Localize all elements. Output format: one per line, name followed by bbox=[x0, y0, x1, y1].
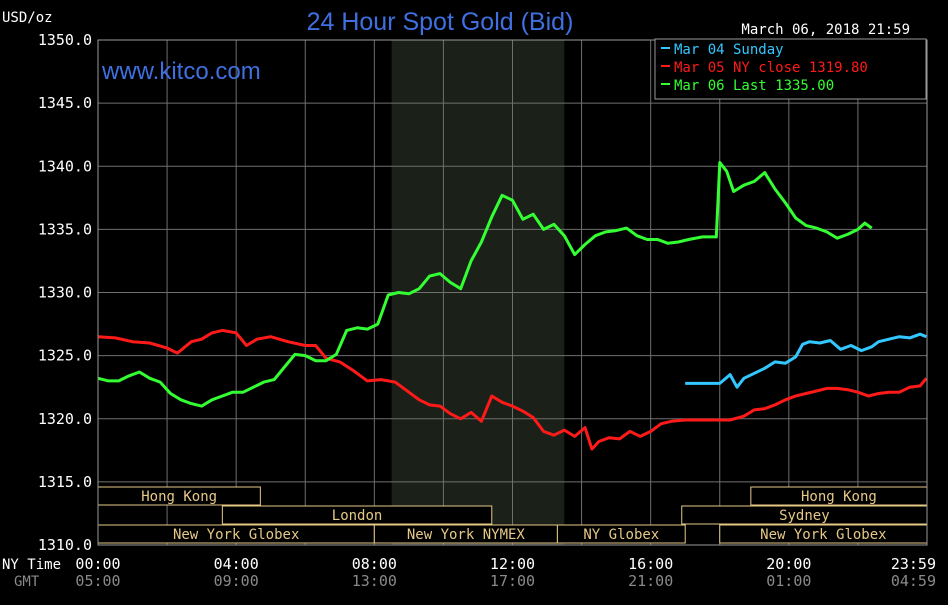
legend-item-sunday: Mar 04 Sunday bbox=[674, 42, 784, 58]
y-tick-label: 1320.0 bbox=[38, 410, 92, 428]
x-tick-label-ny: 23:59 bbox=[891, 555, 936, 573]
x-tick-label-gmt: 01:00 bbox=[766, 572, 811, 590]
series-mar05-line bbox=[97, 328, 928, 451]
series-sunday-line bbox=[685, 332, 927, 389]
x-tick-label-ny: 00:00 bbox=[75, 555, 120, 573]
x-tick-label-ny: 12:00 bbox=[490, 555, 535, 573]
session-label: New York Globex bbox=[760, 527, 886, 543]
x-tick-label-gmt: 21:00 bbox=[628, 572, 673, 590]
session-label: New York Globex bbox=[173, 527, 299, 543]
x-tick-label-gmt: 13:00 bbox=[352, 572, 397, 590]
y-axis-label: USD/oz bbox=[2, 10, 53, 26]
series-layer bbox=[97, 161, 928, 451]
y-tick-label: 1325.0 bbox=[38, 347, 92, 365]
y-tick-label: 1330.0 bbox=[38, 284, 92, 302]
y-tick-label: 1315.0 bbox=[38, 473, 92, 491]
session-label: New York NYMEX bbox=[407, 527, 526, 543]
y-tick-label: 1350.0 bbox=[38, 31, 92, 49]
session-bar bbox=[221, 505, 493, 525]
legend-item-mar05: Mar 05 NY close 1319.80 bbox=[674, 60, 868, 76]
session-label: Hong Kong bbox=[141, 489, 217, 505]
timestamp: March 06, 2018 21:59 bbox=[741, 22, 910, 38]
x-tick-label-ny: 16:00 bbox=[628, 555, 673, 573]
plot-frame bbox=[97, 39, 928, 546]
legend: Mar 04 Sunday Mar 05 NY close 1319.80 Ma… bbox=[654, 38, 927, 100]
session-label: NY Globex bbox=[583, 527, 659, 543]
y-tick-label: 1345.0 bbox=[38, 94, 92, 112]
legend-item-mar06: Mar 06 Last 1335.00 bbox=[674, 78, 834, 94]
x-tick-label-ny: 20:00 bbox=[766, 555, 811, 573]
session-bars: Hong Kong London New York Globex New York N… bbox=[97, 486, 928, 544]
y-tick-label: 1310.0 bbox=[38, 536, 92, 554]
grid-lines bbox=[98, 39, 927, 546]
session-bar bbox=[556, 524, 686, 544]
x-tick-label-gmt: 09:00 bbox=[214, 572, 259, 590]
y-tick-labels: 1310.0 1315.0 1320.0 1325.0 1330.0 1335.0 1340… bbox=[38, 31, 92, 554]
y-tick-label: 1340.0 bbox=[38, 157, 92, 175]
series-mar06-line bbox=[97, 161, 873, 408]
x-tick-label-ny: 08:00 bbox=[352, 555, 397, 573]
x-tick-label-gmt: 17:00 bbox=[490, 572, 535, 590]
gmt-label: GMT bbox=[14, 574, 40, 590]
chart-title: 24 Hour Spot Gold (Bid) bbox=[307, 8, 574, 36]
x-tick-label-gmt: 04:59 bbox=[891, 572, 936, 590]
x-tick-label-gmt: 05:00 bbox=[75, 572, 120, 590]
site-link[interactable]: www.kitco.com bbox=[101, 58, 261, 85]
session-label: Hong Kong bbox=[801, 489, 877, 505]
y-tick-label: 1335.0 bbox=[38, 220, 92, 238]
session-label: London bbox=[332, 508, 383, 524]
ny-time-label: NY Time bbox=[2, 557, 61, 573]
x-tick-label-ny: 04:00 bbox=[214, 555, 259, 573]
legend-box bbox=[654, 38, 927, 100]
session-label: Sydney bbox=[779, 508, 830, 524]
